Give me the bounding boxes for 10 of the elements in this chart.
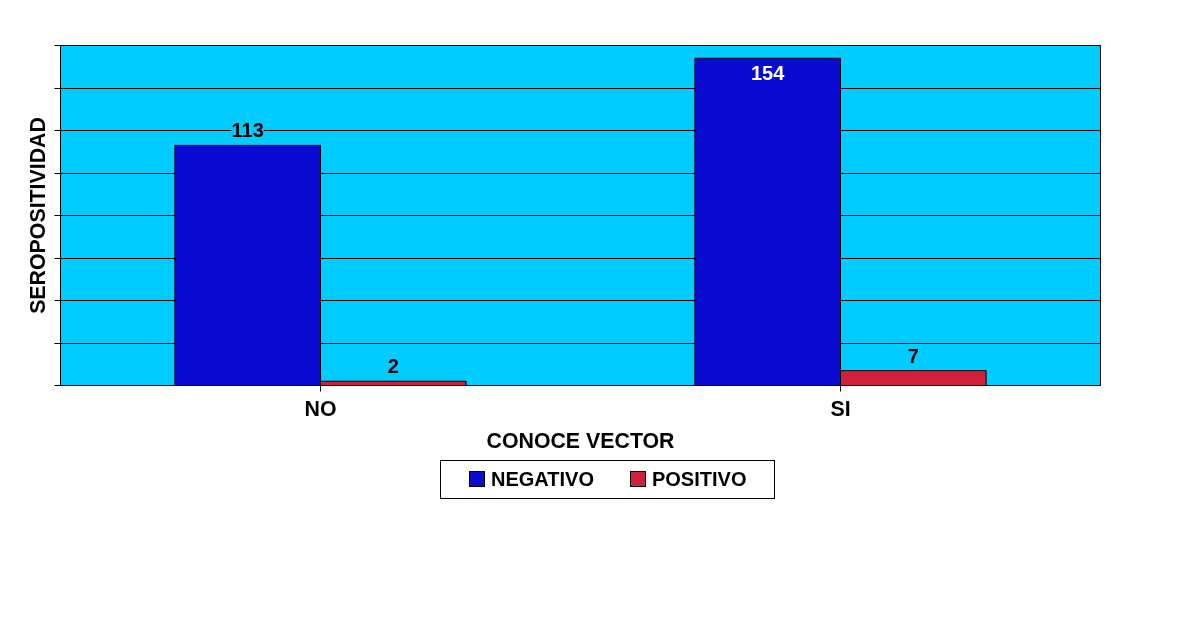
data-label: 113	[231, 119, 264, 142]
data-label: 154	[751, 62, 786, 85]
data-label: 2	[387, 355, 399, 378]
legend-label: NEGATIVO	[491, 468, 594, 490]
y-axis-title: SEROPOSITIVIDAD	[25, 117, 50, 314]
data-label: 7	[907, 344, 919, 367]
x-axis-title: CONOCE VECTOR	[486, 428, 675, 453]
x-tick-label: NO	[304, 396, 337, 421]
legend-label: POSITIVO	[651, 468, 747, 490]
x-tick-label: SI	[830, 396, 851, 421]
